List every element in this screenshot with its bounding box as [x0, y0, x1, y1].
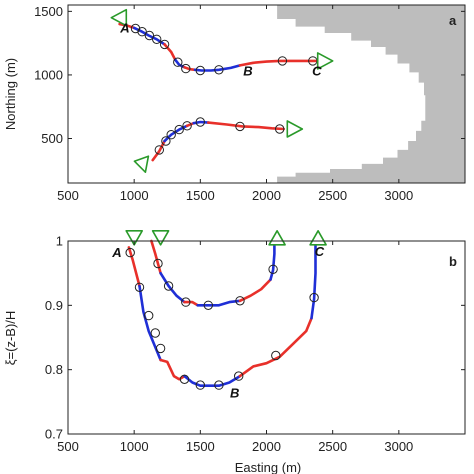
- panel-b-point-label-B: B: [230, 385, 239, 400]
- panel-b-ytick-label-2: 0.9: [45, 298, 63, 313]
- panel-b-track-1-segment-1: [159, 271, 186, 304]
- panel-a: A B C 500 1000 1500 2000 2500 3000 500 1000 1500 N…: [3, 4, 466, 203]
- panel-b-track-0-segment-3: [183, 374, 242, 388]
- panel-b-track-0-marker-3: [150, 328, 161, 338]
- panel-a-ylabel: Northing (m): [3, 58, 18, 130]
- panel-a-track-0-marker-9: [277, 56, 288, 66]
- panel-a-track-0-marker-3: [152, 34, 162, 44]
- panel-a-track-0-marker-8: [214, 65, 224, 75]
- panel-b-track-1-segment-5: [269, 239, 276, 281]
- panel-b-track-0-marker-10: [309, 292, 319, 303]
- panel-b-track-0-marker-0: [125, 247, 135, 258]
- panel-b-track-0-segment-2: [159, 358, 186, 381]
- panel-a-point-label-A: A: [119, 20, 129, 35]
- panel-a-track-0-segment-2: [163, 43, 177, 62]
- panel-a-xtick-label-0: 500: [57, 188, 79, 203]
- panel-b-track-0-start-marker: [125, 230, 143, 246]
- panel-a-xtick-label-1: 1000: [120, 188, 149, 203]
- panel-b-track-1-segment-3: [196, 299, 242, 307]
- panel-a-track-0-marker-4: [159, 39, 170, 50]
- panel-b-xtick-label-2: 1500: [186, 439, 215, 454]
- panel-a-track-0-segment-6: [238, 59, 317, 67]
- panel-a-track-1-marker-5: [195, 117, 206, 127]
- panel-b-track-1-marker-5: [268, 264, 278, 274]
- panel-a-ytick-label-0: 500: [41, 131, 63, 146]
- panel-b-track-0-marker-1: [134, 282, 145, 292]
- panel-a-track-1-segment-4: [207, 121, 286, 131]
- panel-b-point-label-A: A: [111, 245, 121, 260]
- panel-b-xtick-label-5: 3000: [384, 439, 413, 454]
- panel-b-track-1-marker-2: [181, 297, 191, 307]
- panel-b-track-1-marker-0: [153, 258, 163, 269]
- panel-b: A B C 500 1000 1500 2000 2500 3000 0.7 0.8 0.9 1 ξ=…: [3, 230, 466, 474]
- panel-a-track-1-end-marker: [286, 120, 304, 138]
- panel-a-track-1-marker-3: [174, 124, 184, 135]
- panel-b-track-0-marker-4: [155, 343, 166, 354]
- panel-a-ytick-label-1: 1000: [34, 67, 63, 82]
- panel-a-point-label-C: C: [312, 64, 322, 79]
- panel-a-track-0-marker-6: [181, 63, 191, 74]
- panel-b-track-1-marker-1: [163, 281, 174, 291]
- panel-b-ylabel: ξ=(z-B)/H: [3, 311, 18, 366]
- panel-a-track-0-marker-1: [137, 27, 147, 37]
- panel-a-track-1-marker-7: [275, 124, 285, 134]
- panel-a-tracks: A B C: [110, 8, 334, 173]
- panel-b-ticks: 500 1000 1500 2000 2500 3000 0.7 0.8 0.9 1: [45, 234, 465, 454]
- panel-a-label: a: [449, 13, 457, 28]
- panel-a-point-label-B: B: [243, 64, 252, 79]
- panel-b-ytick-label-1: 0.8: [45, 362, 63, 377]
- panel-a-track-0-marker-7: [195, 65, 206, 76]
- panel-b-xtick-label-1: 1000: [120, 439, 149, 454]
- panel-b-xlabel: Easting (m): [235, 460, 301, 474]
- panel-a-track-1-marker-2: [166, 130, 176, 140]
- panel-b-track-0-marker-6: [195, 380, 206, 390]
- panel-b-xtick-label-3: 2000: [252, 439, 281, 454]
- panel-a-track-0-end-marker: [316, 52, 334, 70]
- panel-b-label: b: [449, 254, 457, 269]
- panel-b-xtick-label-4: 2500: [318, 439, 347, 454]
- panel-b-point-label-C: C: [315, 244, 325, 259]
- panel-b-track-0-marker-9: [271, 350, 281, 361]
- panel-b-track-1-segment-4: [238, 278, 272, 303]
- panel-a-ytick-label-2: 1500: [34, 4, 63, 19]
- panel-b-track-0-end-marker: [309, 230, 327, 246]
- panel-a-track-0-marker-5: [173, 57, 183, 67]
- panel-b-track-0-segment-5: [310, 239, 317, 320]
- panel-b-track-1-marker-3: [203, 300, 214, 310]
- panel-a-xtick-label-2: 1500: [186, 188, 215, 203]
- panel-b-track-0-marker-7: [214, 380, 224, 390]
- panel-a-track-1-start-marker: [133, 155, 150, 173]
- panel-a-track-0-start-marker: [110, 8, 128, 27]
- panel-b-track-1-segment-0: [150, 239, 162, 275]
- panel-a-track-1-marker-1: [161, 136, 171, 146]
- panel-b-track-1-segment-2: [183, 300, 199, 307]
- panel-b-track-1-start-marker: [151, 230, 170, 246]
- panel-b-xtick-label-0: 500: [57, 439, 79, 454]
- panel-a-track-1-marker-6: [235, 121, 245, 132]
- panel-b-ytick-label-0: 0.7: [45, 427, 63, 442]
- panel-a-track-1-marker-0: [154, 145, 165, 155]
- panel-a-xtick-label-3: 2000: [252, 188, 281, 203]
- panel-a-xtick-label-5: 3000: [384, 188, 413, 203]
- panel-a-ticks: 500 1000 1500 2000 2500 3000 500 1000 1500: [34, 4, 465, 203]
- panel-a-track-0-marker-2: [144, 30, 155, 41]
- panel-b-track-1-end-marker: [268, 230, 286, 246]
- land-area: [277, 5, 465, 183]
- panel-b-track-0-segment-0: [127, 246, 141, 288]
- panel-b-track-1-marker-4: [235, 296, 245, 306]
- panel-b-tracks: A B C: [111, 230, 327, 400]
- panel-a-track-1-marker-4: [182, 121, 192, 131]
- panel-a-land: [277, 5, 465, 183]
- panel-b-track-0-marker-5: [179, 374, 190, 384]
- panel-b-track-0-marker-2: [144, 310, 154, 321]
- panel-a-track-0-segment-3: [173, 58, 186, 69]
- panel-b-ytick-label-3: 1: [56, 234, 63, 249]
- panel-b-frame: [68, 241, 465, 434]
- panel-b-track-0-marker-8: [234, 371, 244, 381]
- panel-a-xtick-label-4: 2500: [318, 188, 347, 203]
